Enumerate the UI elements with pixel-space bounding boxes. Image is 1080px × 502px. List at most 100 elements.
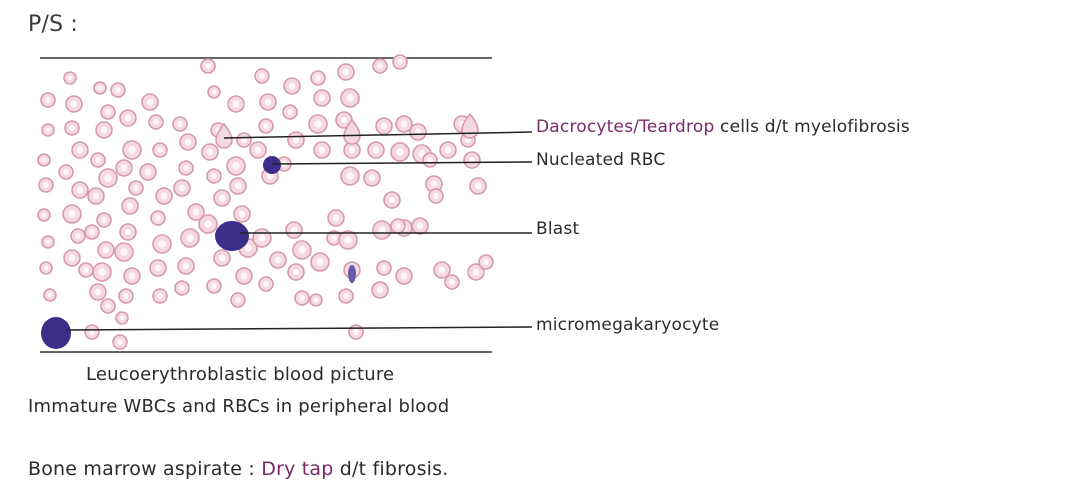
rbc xyxy=(372,58,388,74)
rbc xyxy=(149,259,167,277)
rbc xyxy=(478,254,494,270)
rbc xyxy=(308,114,328,134)
rbc xyxy=(139,163,157,181)
rbc xyxy=(227,95,245,113)
rbc xyxy=(338,288,354,304)
rbc xyxy=(152,142,168,158)
rbc xyxy=(428,188,444,204)
rbc xyxy=(112,334,128,350)
rbc xyxy=(152,234,172,254)
rbc xyxy=(309,293,323,307)
rbc xyxy=(230,292,246,308)
rbc xyxy=(294,290,310,306)
rbc xyxy=(252,228,272,248)
rbc xyxy=(93,81,107,95)
rbc xyxy=(39,261,53,275)
rbc xyxy=(123,267,141,285)
rbc xyxy=(348,324,364,340)
rbc xyxy=(383,191,401,209)
rbc xyxy=(87,187,105,205)
rbc xyxy=(43,288,57,302)
rbc xyxy=(422,152,438,168)
rbc xyxy=(64,120,80,136)
rbc xyxy=(173,179,191,197)
rbc xyxy=(392,54,408,70)
rbc xyxy=(411,217,429,235)
teardrop-cell xyxy=(461,112,479,139)
label-micromegakaryocyte: micromegakaryocyte xyxy=(536,315,720,335)
rbc xyxy=(150,210,166,226)
page-heading: P/S : xyxy=(28,12,79,37)
rbc xyxy=(174,280,190,296)
rbc xyxy=(41,235,55,249)
rbc xyxy=(65,95,83,113)
rbc xyxy=(78,262,94,278)
rbc xyxy=(180,228,200,248)
rbc xyxy=(282,104,298,120)
rbc xyxy=(187,203,205,221)
rbc xyxy=(198,214,218,234)
rbc xyxy=(71,141,89,159)
fibrosis-reason: d/t fibrosis. xyxy=(339,458,449,480)
rbc xyxy=(118,288,134,304)
rbc xyxy=(235,267,253,285)
rbc xyxy=(178,160,194,176)
rbc xyxy=(70,228,86,244)
rbc xyxy=(285,221,303,239)
rbc xyxy=(258,276,274,292)
rbc xyxy=(433,261,451,279)
special-cells xyxy=(41,112,479,349)
leader-nucleated-rbc xyxy=(271,161,533,165)
label-blast: Blast xyxy=(536,219,580,239)
caption-subtitle: Immature WBCs and RBCs in peripheral blo… xyxy=(28,396,450,417)
leader-lines xyxy=(65,131,533,331)
dacrocytes-term: Dacrocytes/Teardrop xyxy=(536,117,715,137)
rbc xyxy=(201,143,219,161)
rbc xyxy=(207,85,221,99)
rbc xyxy=(340,166,360,186)
rbc xyxy=(249,141,267,159)
rbc xyxy=(313,89,331,107)
rbc xyxy=(98,168,118,188)
rbc xyxy=(100,298,116,314)
rbc xyxy=(463,151,481,169)
rbc xyxy=(269,251,287,269)
rbc xyxy=(469,177,487,195)
rbc xyxy=(177,257,195,275)
rbc xyxy=(259,93,277,111)
rbc xyxy=(236,132,252,148)
rbc xyxy=(100,104,116,120)
leader-micromegakaryocyte xyxy=(65,326,533,331)
rbc xyxy=(371,281,389,299)
rbc xyxy=(327,209,345,227)
rbc xyxy=(95,121,113,139)
rbc xyxy=(337,63,355,81)
rbc xyxy=(121,197,139,215)
bone-marrow-note: Bone marrow aspirate : Dry tap d/t fibro… xyxy=(28,458,448,480)
lymph-fragment xyxy=(348,265,356,283)
rbc xyxy=(292,240,312,260)
rbc xyxy=(114,242,134,262)
rbc xyxy=(37,153,51,167)
rbc xyxy=(213,249,231,267)
rbc xyxy=(84,324,100,340)
rbc xyxy=(310,252,330,272)
rbc xyxy=(340,88,360,108)
red-blood-cells xyxy=(37,54,494,350)
rbc xyxy=(258,118,274,134)
rbc xyxy=(128,180,144,196)
rbc xyxy=(467,263,485,281)
rbc xyxy=(148,114,164,130)
label-nucleated-rbc: Nucleated RBC xyxy=(536,150,666,170)
rbc xyxy=(444,274,460,290)
rbc xyxy=(110,82,126,98)
rbc xyxy=(313,141,331,159)
rbc xyxy=(97,241,115,259)
rbc xyxy=(41,123,55,137)
rbc xyxy=(63,249,81,267)
dacrocytes-reason: cells d/t myelofibrosis xyxy=(714,117,910,137)
teardrop-cell xyxy=(343,118,361,145)
rbc xyxy=(287,263,305,281)
rbc xyxy=(338,230,358,250)
